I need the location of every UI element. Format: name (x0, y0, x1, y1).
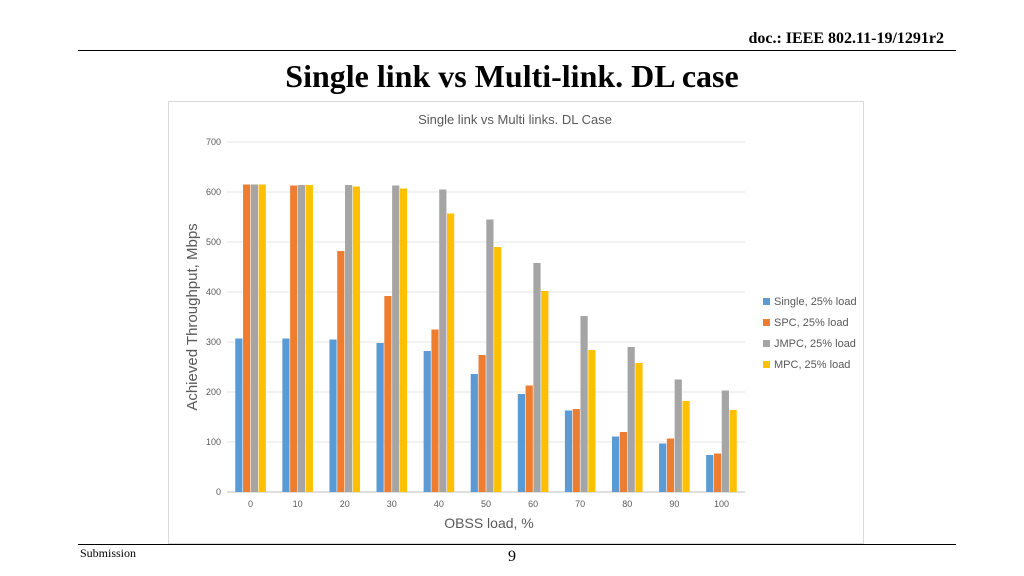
bar (250, 184, 259, 492)
gridlines (227, 141, 745, 493)
bar (478, 355, 486, 492)
document-id: doc.: IEEE 802.11-19/1291r2 (748, 30, 944, 47)
y-tick-label: 300 (206, 337, 221, 347)
x-tick-label: 90 (669, 499, 679, 509)
bar (329, 339, 337, 492)
bar (517, 394, 525, 492)
y-axis-ticks: 0 100 200 300 400 500 600 700 (206, 137, 221, 497)
legend-swatch (763, 298, 770, 305)
x-tick-label: 70 (575, 499, 585, 509)
bar (635, 363, 643, 492)
legend: Single, 25% load SPC, 25% load JMPC, 25% l… (763, 296, 857, 371)
bar (376, 343, 384, 492)
bar (470, 374, 478, 492)
y-tick-label: 500 (206, 237, 221, 247)
bar (682, 401, 690, 492)
bar (666, 438, 675, 492)
bar (352, 186, 361, 492)
x-tick-label: 0 (248, 499, 253, 509)
bar (721, 390, 729, 492)
legend-label: MPC, 25% load (774, 359, 850, 371)
bar (431, 329, 439, 492)
bar (580, 316, 588, 492)
slide-title: Single link vs Multi-link. DL case (285, 58, 739, 94)
y-tick-label: 200 (206, 387, 221, 397)
x-tick-label: 80 (622, 499, 632, 509)
legend-label: SPC, 25% load (774, 317, 849, 329)
x-tick-label: 20 (340, 499, 350, 509)
bar (564, 410, 573, 492)
bar (392, 185, 400, 492)
y-tick-label: 100 (206, 437, 221, 447)
header-divider (78, 50, 956, 51)
y-axis-label: Achieved Throughput, Mbps (184, 223, 201, 410)
bar (243, 184, 251, 492)
x-tick-label: 10 (293, 499, 303, 509)
y-tick-label: 0 (216, 487, 221, 497)
bar (423, 351, 431, 492)
x-tick-label: 30 (387, 499, 397, 509)
bar (439, 189, 447, 492)
bar (447, 213, 455, 492)
x-tick-label: 60 (528, 499, 538, 509)
bar (541, 291, 549, 492)
x-tick-label: 50 (481, 499, 491, 509)
legend-swatch (763, 340, 770, 347)
footer-divider (78, 544, 956, 545)
bar (486, 219, 494, 492)
y-tick-label: 600 (206, 187, 221, 197)
x-tick-label: 100 (714, 499, 729, 509)
bar (399, 188, 408, 492)
bar (533, 263, 541, 492)
bar (572, 409, 580, 492)
x-tick-label: 40 (434, 499, 444, 509)
page-number: 9 (508, 548, 516, 565)
bar (659, 443, 667, 492)
bar (729, 410, 737, 492)
bar (627, 347, 635, 492)
bar (282, 338, 290, 492)
bar (345, 185, 353, 492)
bar (713, 453, 722, 492)
y-tick-label: 400 (206, 287, 221, 297)
submission-label: Submission (80, 546, 137, 560)
legend-label: Single, 25% load (774, 296, 857, 308)
x-axis-label: OBSS load, % (444, 515, 534, 531)
bar (305, 185, 313, 492)
bar (384, 296, 392, 492)
bar (525, 385, 533, 492)
bar (611, 436, 620, 492)
bars (235, 184, 737, 492)
bar (290, 185, 298, 492)
bar (674, 379, 682, 492)
bar (235, 338, 243, 492)
legend-label: JMPC, 25% load (774, 338, 856, 350)
bar (494, 247, 502, 492)
legend-swatch (763, 319, 770, 326)
y-tick-label: 700 (206, 137, 221, 147)
bar (297, 185, 306, 492)
chart-title: Single link vs Multi links. DL Case (418, 112, 612, 127)
bar (619, 432, 627, 492)
x-axis-ticks: 0 10 20 30 40 50 60 70 80 90 100 (248, 499, 729, 509)
bar (258, 184, 266, 492)
bar-chart: Single link vs Multi links. DL Case 0100… (184, 112, 857, 531)
legend-swatch (763, 361, 770, 368)
bar (588, 350, 596, 492)
chart-frame: Single link vs Multi links. DL Case 0 100… (168, 101, 864, 544)
bar (706, 455, 714, 492)
bar (337, 251, 345, 492)
